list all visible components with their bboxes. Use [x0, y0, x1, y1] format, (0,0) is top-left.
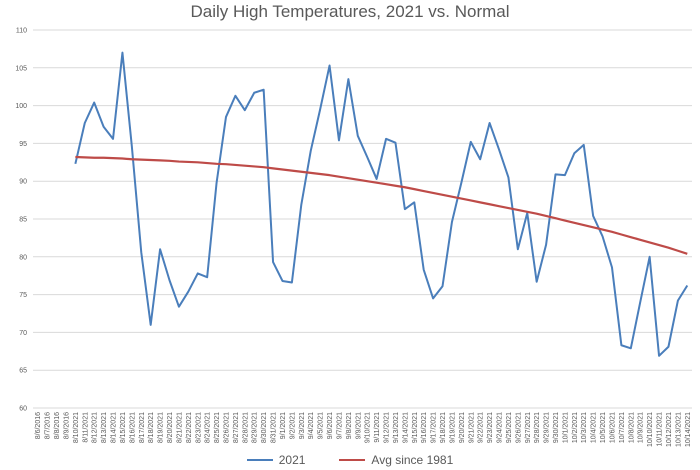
line-chart: 60 65 70 75 80 85 90 95 100 105 110 8/6/2016 8/7/20…: [15, 28, 692, 447]
y-tick-label: 70: [19, 330, 27, 337]
x-tick-label: 10/11/2021: [657, 412, 664, 447]
x-tick-label: 8/28/2021: [242, 412, 249, 443]
x-tick-label: 10/9/2021: [638, 412, 645, 443]
x-tick-label: 9/1/2021: [280, 412, 287, 439]
legend-swatch-2021: [246, 459, 273, 461]
gridlines: [33, 29, 692, 409]
x-tick-label: 8/23/2021: [195, 412, 202, 443]
x-tick-label: 9/4/2021: [308, 412, 315, 439]
y-tick-label: 65: [19, 368, 27, 375]
x-tick-label: 9/17/2021: [431, 412, 438, 443]
x-tick-label: 9/28/2021: [534, 412, 541, 443]
x-tick-label: 8/6/2016: [35, 412, 42, 439]
legend: 2021 Avg since 1981: [0, 453, 700, 467]
x-tick-label: 9/23/2021: [487, 412, 494, 443]
chart-title: Daily High Temperatures, 2021 vs. Normal: [190, 2, 510, 21]
x-tick-label: 8/9/2016: [63, 412, 70, 439]
x-tick-label: 9/7/2021: [336, 412, 343, 439]
x-tick-label: 9/11/2021: [374, 412, 381, 443]
x-tick-label: 9/12/2021: [384, 412, 391, 443]
x-tick-label: 8/8/2016: [54, 412, 61, 439]
legend-label-avg: Avg since 1981: [371, 453, 454, 467]
x-tick-label: 9/14/2021: [402, 412, 409, 443]
series-line-2021: [74, 51, 689, 357]
x-tick-label: 9/10/2021: [365, 412, 372, 443]
x-tick-label: 9/21/2021: [468, 412, 475, 443]
y-tick-label: 100: [15, 103, 27, 110]
x-tick-label: 10/2/2021: [572, 412, 579, 443]
x-tick-label: 9/29/2021: [544, 412, 551, 443]
x-tick-label: 10/7/2021: [619, 412, 626, 443]
x-tick-label: 9/27/2021: [525, 412, 532, 443]
x-tick-label: 9/3/2021: [299, 412, 306, 439]
x-tick-label: 8/18/2021: [148, 412, 155, 443]
x-tick-label: 10/8/2021: [628, 412, 635, 443]
x-tick-label: 9/20/2021: [459, 412, 466, 443]
legend-item-avg[interactable]: Avg since 1981: [339, 453, 453, 467]
x-tick-label: 9/24/2021: [497, 412, 504, 443]
x-tick-label: 10/6/2021: [609, 412, 616, 443]
x-tick-label: 9/30/2021: [553, 412, 560, 443]
x-tick-label: 10/14/2021: [685, 412, 692, 447]
x-tick-label: 8/26/2021: [223, 412, 230, 443]
series-line-avg-since-1981: [75, 155, 688, 255]
x-tick-label: 9/6/2021: [327, 412, 334, 439]
x-tick-label: 10/4/2021: [591, 412, 598, 443]
series-lines: [74, 51, 689, 357]
x-tick-label: 9/19/2021: [449, 412, 456, 443]
y-tick-label: 75: [19, 292, 27, 299]
x-tick-label: 8/14/2021: [111, 412, 118, 443]
x-tick-label: 8/22/2021: [186, 412, 193, 443]
x-tick-label: 8/16/2021: [129, 412, 136, 443]
x-tick-label: 8/21/2021: [176, 412, 183, 443]
x-tick-label: 9/26/2021: [515, 412, 522, 443]
x-tick-label: 10/13/2021: [675, 412, 682, 447]
x-tick-label: 9/13/2021: [393, 412, 400, 443]
x-tick-label: 8/27/2021: [233, 412, 240, 443]
x-tick-label: 10/10/2021: [647, 412, 654, 447]
y-tick-label: 60: [19, 406, 27, 413]
x-tick-label: 9/16/2021: [421, 412, 428, 443]
x-tick-label: 10/5/2021: [600, 412, 607, 443]
y-tick-label: 110: [16, 28, 27, 35]
x-tick-label: 9/8/2021: [346, 412, 353, 439]
y-tick-label: 105: [15, 65, 27, 72]
x-tick-label: 8/31/2021: [271, 412, 278, 443]
x-tick-label: 9/5/2021: [318, 412, 325, 439]
x-tick-label: 8/11/2021: [82, 412, 89, 443]
x-tick-label: 8/10/2021: [73, 412, 80, 443]
x-tick-label: 10/12/2021: [666, 412, 673, 447]
x-tick-label: 8/29/2021: [252, 412, 259, 443]
legend-item-2021[interactable]: 2021: [246, 453, 306, 467]
y-axis-tick-labels: 60 65 70 75 80 85 90 95 100 105 110: [15, 28, 27, 413]
y-tick-label: 95: [19, 141, 27, 148]
x-tick-label: 9/15/2021: [412, 412, 419, 443]
x-tick-label: 10/1/2021: [562, 412, 569, 443]
x-tick-label: 8/7/2016: [45, 412, 52, 439]
x-tick-label: 8/24/2021: [205, 412, 212, 443]
x-tick-label: 8/25/2021: [214, 412, 221, 443]
y-tick-label: 80: [19, 254, 27, 261]
x-tick-label: 8/13/2021: [101, 412, 108, 443]
x-tick-label: 10/3/2021: [581, 412, 588, 443]
legend-swatch-avg: [339, 459, 366, 461]
x-tick-label: 8/30/2021: [261, 412, 268, 443]
x-axis-tick-labels: 8/6/2016 8/7/2016 8/8/2016 8/9/2016 8/10/202…: [35, 412, 692, 447]
x-tick-label: 8/17/2021: [139, 412, 146, 443]
legend-label-2021: 2021: [278, 453, 306, 467]
x-tick-label: 9/25/2021: [506, 412, 513, 443]
x-tick-label: 8/20/2021: [167, 412, 174, 443]
x-tick-label: 9/2/2021: [289, 412, 296, 439]
x-tick-label: 8/19/2021: [158, 412, 165, 443]
x-tick-label: 8/15/2021: [120, 412, 127, 443]
x-tick-label: 8/12/2021: [92, 412, 99, 443]
y-tick-label: 90: [19, 179, 27, 186]
x-tick-label: 9/9/2021: [355, 412, 362, 439]
x-tick-label: 9/22/2021: [478, 412, 485, 443]
x-tick-label: 9/18/2021: [440, 412, 447, 443]
y-tick-label: 85: [19, 217, 27, 224]
